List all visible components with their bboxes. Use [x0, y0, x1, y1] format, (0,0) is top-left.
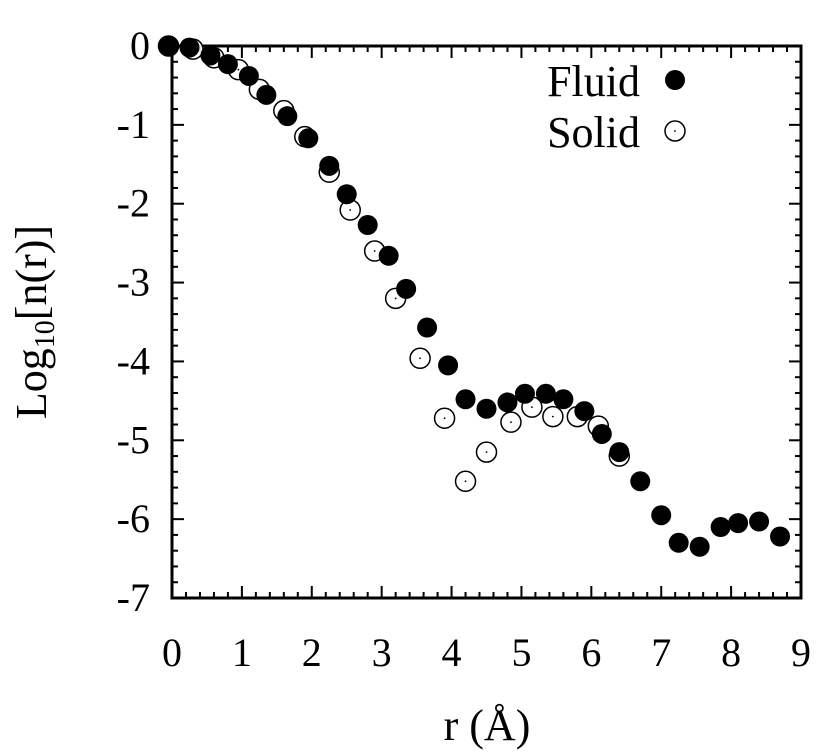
fluid-point: [438, 355, 459, 376]
fluid-point: [357, 215, 378, 236]
fluid-point: [256, 84, 277, 105]
solid-point-center: [531, 406, 533, 409]
fluid-point: [728, 513, 749, 534]
x-tick-label: 7: [651, 630, 671, 675]
fluid-point: [217, 54, 238, 75]
fluid-point: [378, 245, 399, 266]
y-axis-title-tail: [n(r)]: [7, 225, 56, 320]
fluid-point: [396, 278, 417, 299]
y-tick-label: -2: [117, 181, 150, 226]
fluid-point: [238, 65, 259, 86]
fluid-point: [455, 389, 476, 410]
legend-marker-solid-dot: [674, 130, 676, 132]
y-axis-title: Log10[n(r)]: [7, 225, 61, 419]
x-axis-title: r (Å): [444, 701, 531, 750]
solid-point-center: [485, 451, 488, 454]
x-tick-label: 0: [162, 630, 182, 675]
fluid-point: [749, 511, 770, 532]
fluid-point: [668, 532, 689, 553]
y-axis-title-main: Log: [7, 348, 56, 419]
solid-point-center: [464, 480, 467, 483]
x-tick-label: 1: [232, 630, 252, 675]
x-tick-label: 4: [442, 630, 462, 675]
solid-point-center: [510, 421, 512, 424]
solid-point-center: [551, 415, 554, 418]
fluid-point: [319, 155, 340, 176]
fluid-point: [298, 128, 319, 149]
fluid-point: [535, 383, 556, 404]
fluid-point: [689, 536, 710, 557]
legend: Fluid Solid: [547, 57, 686, 157]
fluid-point: [770, 526, 791, 547]
fluid-point: [497, 392, 518, 413]
fluid-point: [651, 505, 672, 526]
x-tick-label: 3: [372, 630, 392, 675]
y-tick-label: -5: [117, 417, 150, 462]
plot-frame: [170, 44, 803, 600]
y-tick-label: 0: [130, 23, 150, 68]
solid-point-center: [394, 297, 397, 300]
y-tick-labels: 0 -1 -2 -3 -4 -5 -6 -7: [117, 23, 150, 620]
solid-point-center: [373, 250, 376, 252]
fluid-point: [630, 471, 651, 492]
x-tick-label: 6: [581, 630, 601, 675]
legend-label-solid: Solid: [547, 108, 640, 157]
axis-ticks: [171, 45, 802, 599]
solid-point-center: [419, 357, 422, 360]
x-tick-label: 2: [302, 630, 322, 675]
y-tick-label: -1: [117, 102, 150, 147]
x-tick-label: 8: [721, 630, 741, 675]
fluid-point: [514, 383, 535, 404]
fluid-point: [158, 36, 179, 56]
y-tick-label: -6: [117, 496, 150, 541]
fluid-point: [710, 517, 731, 538]
fluid-point: [277, 106, 298, 127]
legend-marker-fluid: [665, 70, 685, 90]
fluid-point: [476, 398, 497, 419]
fluid-point: [553, 389, 574, 410]
fluid-point: [200, 45, 221, 66]
solid-point-center: [349, 209, 352, 211]
solid-point-center: [443, 417, 446, 420]
y-tick-label: -4: [117, 338, 150, 383]
y-axis-title-subscript: 10: [30, 320, 61, 348]
fluid-point: [609, 442, 630, 463]
fluid-point: [179, 37, 200, 58]
solid-point-center: [237, 68, 240, 71]
data-points: [157, 35, 791, 557]
x-tick-labels: 0 1 2 3 4 5 6 7 8 9: [162, 630, 811, 675]
legend-label-fluid: Fluid: [547, 57, 640, 106]
fluid-point: [336, 184, 357, 205]
y-tick-label: -7: [117, 575, 150, 620]
y-tick-label: -3: [117, 260, 150, 305]
fluid-point: [591, 423, 612, 444]
fluid-point: [574, 401, 595, 422]
x-tick-label: 5: [511, 630, 531, 675]
fluid-point: [417, 317, 438, 338]
x-tick-label: 9: [791, 630, 811, 675]
